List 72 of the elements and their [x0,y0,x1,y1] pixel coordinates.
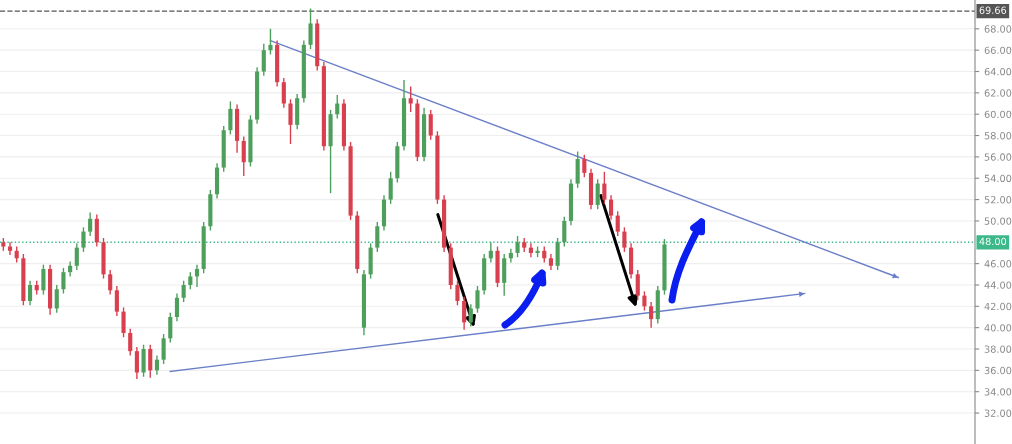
candlestick [281,77,286,109]
candlestick [622,226,627,253]
candlestick [649,301,654,329]
candlestick [515,235,520,258]
candlestick [148,344,153,379]
candlestick [388,171,393,205]
candlestick [41,263,46,296]
candlestick [608,194,614,221]
y-tick-label: 64.00 [984,67,1012,76]
candlestick [428,109,433,141]
candlestick [615,210,620,237]
candlestick [488,241,493,264]
y-tick-label: 60.00 [984,110,1012,119]
candlestick [141,344,146,378]
candlestick [94,213,99,248]
candlestick [181,280,186,303]
candlestick [161,333,166,365]
candlestick [194,263,200,288]
y-tick-label: 66.00 [984,46,1012,54]
candlestick [268,28,273,56]
y-tick-label: 56.00 [984,153,1012,161]
candlestick [88,211,93,237]
candlestick [54,284,59,314]
y-tick-label: 68.00 [984,25,1012,33]
candlestick [462,296,467,331]
y-tick-label: 46.00 [984,260,1012,268]
candlestick [261,43,266,77]
candlestick [81,226,86,253]
candlestick [555,237,560,271]
candlestick [508,247,513,264]
y-tick-label: 58.00 [984,132,1012,140]
y-tick-label: 36.00 [984,366,1012,375]
candlestick [308,7,313,50]
y-tick-label: 54.00 [984,174,1012,183]
candlestick [335,94,340,120]
candlestick [582,154,587,178]
candlestick [168,312,173,344]
candlestick [74,242,79,271]
candlestick [288,98,293,145]
ref-line-label: 48.00 [979,237,1007,246]
candlestick [27,280,33,306]
candlestick [128,328,133,357]
candlestick [642,290,647,312]
candlestick [635,269,640,301]
candlestick [528,242,533,258]
candlestick [468,303,473,328]
candlestick [562,215,567,248]
candlestick [602,171,607,205]
y-tick-label: 32.00 [984,409,1012,417]
candlestick [154,354,160,376]
candlestick [61,267,66,295]
candlestick [375,221,380,253]
candlestick [121,306,126,338]
y-tick-label: 50.00 [984,217,1012,225]
candlestick [228,100,233,136]
candlestick [114,285,119,317]
candlestick [455,280,460,306]
candlestick [595,178,600,210]
y-tick-label: 40.00 [984,324,1012,332]
candlestick [408,85,413,113]
candlestick [174,292,180,322]
y-tick-label: 62.00 [984,89,1012,97]
y-tick-label: 52.00 [984,196,1012,204]
candlestick [475,285,480,314]
ref-line-label: 69.66 [979,6,1007,14]
y-tick-label: 34.00 [984,388,1012,396]
candlestick [134,346,139,380]
candlestick [108,269,113,296]
y-tick-label: 44.00 [984,281,1012,289]
candlestick [241,135,246,177]
y-tick-label: 42.00 [984,302,1012,311]
y-tick-label: 38.00 [984,345,1012,353]
